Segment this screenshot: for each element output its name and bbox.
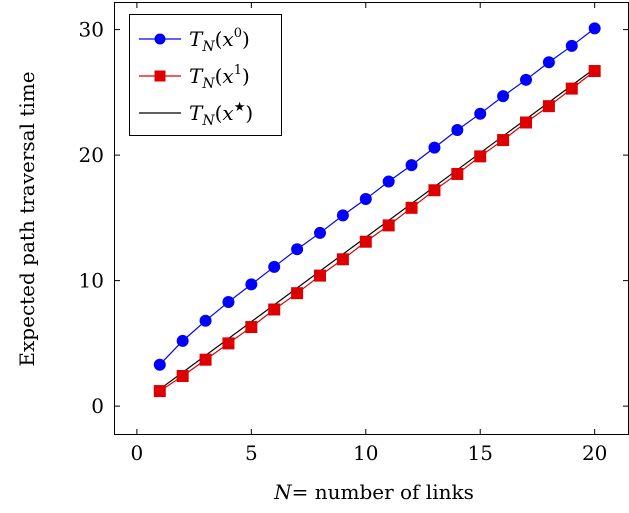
data-point bbox=[336, 209, 349, 222]
data-point bbox=[359, 193, 372, 206]
data-point bbox=[451, 167, 464, 180]
data-point bbox=[542, 56, 555, 69]
data-point bbox=[565, 39, 578, 52]
data-point bbox=[405, 159, 418, 172]
x-axis-label: N= number of links bbox=[273, 480, 474, 504]
data-point bbox=[245, 321, 258, 334]
data-point bbox=[588, 22, 601, 35]
legend-swatch-marker bbox=[154, 70, 166, 82]
data-point bbox=[291, 287, 304, 300]
x-tick-label: 20 bbox=[582, 441, 607, 465]
y-tick-label: 10 bbox=[79, 269, 104, 293]
data-point bbox=[474, 150, 487, 163]
data-point bbox=[359, 235, 372, 248]
data-point bbox=[176, 370, 189, 383]
data-point bbox=[176, 334, 189, 347]
data-point bbox=[222, 295, 235, 308]
x-tick-label: 15 bbox=[467, 441, 492, 465]
data-point bbox=[497, 134, 510, 147]
legend-item: TN(x★) bbox=[139, 100, 253, 129]
y-tick-label: 0 bbox=[91, 394, 104, 418]
data-point bbox=[314, 226, 326, 239]
data-point bbox=[588, 65, 601, 78]
data-point bbox=[314, 269, 326, 282]
data-point bbox=[451, 124, 464, 137]
data-point bbox=[565, 82, 578, 95]
data-point bbox=[153, 385, 166, 398]
data-point bbox=[428, 141, 441, 154]
legend-label: TN(x★) bbox=[189, 100, 253, 129]
data-point bbox=[268, 260, 281, 273]
data-point bbox=[291, 243, 304, 256]
series-layer bbox=[153, 22, 601, 398]
data-point bbox=[382, 175, 395, 188]
data-point bbox=[497, 90, 510, 103]
data-point bbox=[542, 100, 555, 113]
y-axis-ticks: 0 10 20 30 bbox=[79, 18, 629, 418]
data-point bbox=[474, 107, 487, 120]
x-tick-label: 5 bbox=[245, 441, 258, 465]
data-point bbox=[336, 253, 349, 266]
y-tick-label: 20 bbox=[79, 143, 104, 167]
data-point bbox=[153, 358, 166, 371]
data-point bbox=[268, 303, 281, 316]
data-point bbox=[222, 337, 235, 350]
y-axis-label: Expected path traversal time bbox=[15, 71, 39, 366]
data-point bbox=[199, 314, 212, 327]
legend-label: TN(x0) bbox=[189, 26, 250, 55]
data-point bbox=[382, 219, 395, 232]
legend: TN(x0) TN(x1) TN(x★) bbox=[129, 14, 282, 136]
x-tick-label: 0 bbox=[131, 441, 144, 465]
y-tick-label: 30 bbox=[79, 18, 104, 42]
series-0 bbox=[153, 22, 601, 371]
data-point bbox=[520, 116, 532, 129]
data-point bbox=[245, 278, 258, 291]
x-tick-label: 10 bbox=[353, 441, 378, 465]
legend-label: TN(x1) bbox=[189, 63, 250, 92]
data-point bbox=[405, 201, 418, 214]
data-point bbox=[520, 73, 532, 86]
legend-item: TN(x0) bbox=[139, 26, 250, 55]
x-axis-ticks: 0 5 10 15 20 bbox=[131, 2, 607, 465]
data-point bbox=[428, 184, 441, 197]
data-point bbox=[199, 353, 212, 366]
series-1 bbox=[153, 65, 601, 398]
legend-swatch-marker bbox=[154, 33, 166, 45]
legend-item: TN(x1) bbox=[139, 63, 250, 92]
